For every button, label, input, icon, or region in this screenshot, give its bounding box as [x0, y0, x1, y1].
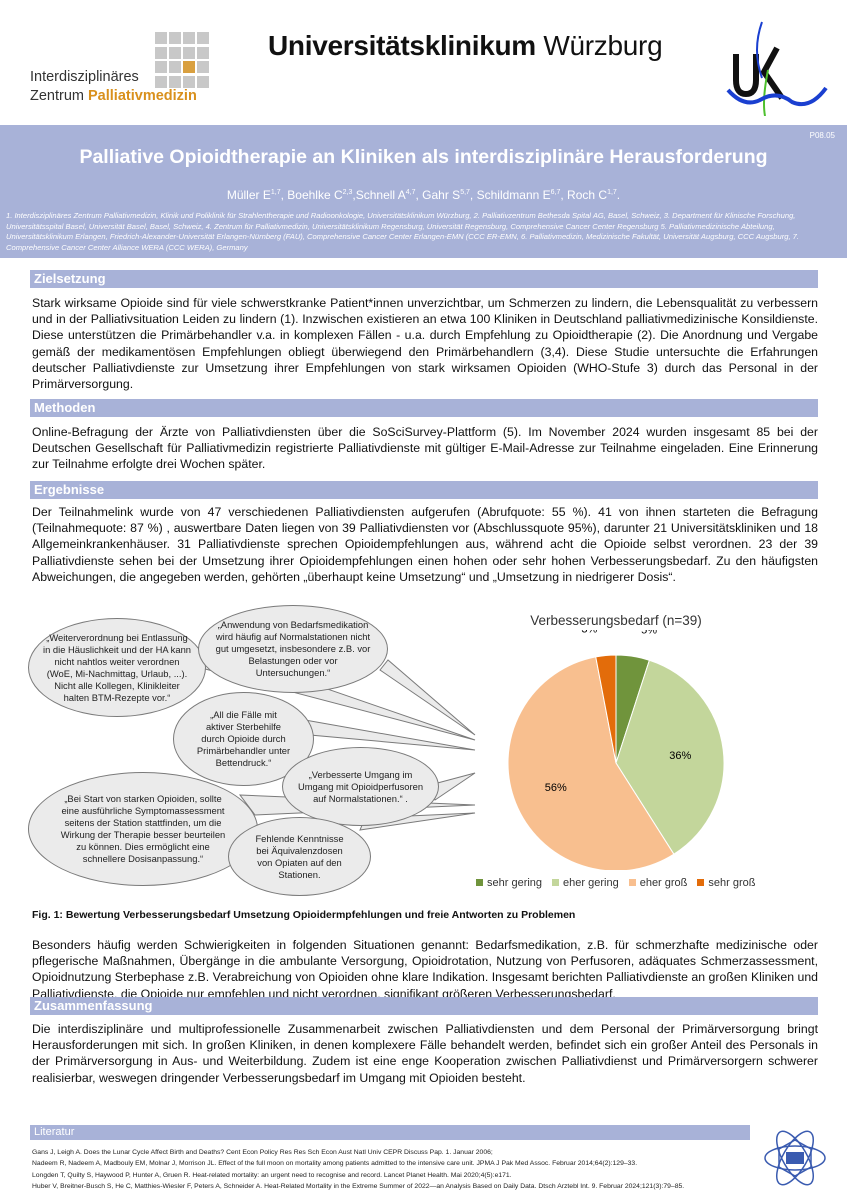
university-bold: Universitätsklinikum	[268, 30, 536, 61]
legend-swatch	[697, 879, 705, 886]
affiliations: 1. Interdisziplinäres Zentrum Palliativm…	[6, 211, 799, 252]
reference-item: Longden T, Quilty S, Haywood P, Hunter A…	[32, 1171, 512, 1179]
ukw-logo-icon	[726, 21, 828, 116]
legend-swatch	[628, 879, 636, 886]
reference-item: Gans J, Leigh A. Does the Lunar Cycle Af…	[32, 1149, 493, 1156]
zusammenfassung-text: Die interdisziplinäre und multiprofessio…	[32, 1022, 818, 1085]
logo-line2a: Zentrum	[30, 88, 89, 104]
section-heading-zusammenfassung: Zusammenfassung	[30, 997, 818, 1015]
author-affiliation-sup: 4,7	[405, 189, 416, 196]
poster-code: P08.05	[809, 131, 835, 140]
methoden-text: Online-Befragung der Ärzte von Palliativ…	[32, 425, 818, 472]
author: Schnell A	[355, 188, 406, 202]
logo-line2b: Palliativmedizin	[88, 88, 197, 104]
pie-slice-eher-groß	[507, 656, 675, 870]
legend-item: sehr gering	[476, 877, 542, 889]
author-affiliation-sup: 5,7	[460, 189, 470, 196]
palliativ-logo-grid	[155, 32, 211, 88]
author-affiliation-sup: 2,3	[342, 189, 353, 196]
palliativ-logo-text: Interdisziplinäres Zentrum Palliativmedi…	[30, 68, 197, 106]
data-label: 36%	[669, 750, 691, 762]
legend-swatch	[552, 879, 560, 886]
author-separator: ,	[352, 188, 356, 202]
authors: Müller E1,7, Boehlke C2,3,Schnell A4,7, …	[0, 188, 847, 202]
author: Müller E	[226, 188, 271, 202]
section-heading-zielsetzung: Zielsetzung	[30, 270, 818, 288]
poster-title: Palliative Opioidtherapie an Kliniken al…	[79, 146, 768, 168]
chart-legend: sehr gering eher gering eher groß sehr groß	[476, 877, 755, 889]
section-heading-ergebnisse: Ergebnisse	[30, 481, 818, 499]
chart-title: Verbesserungsbedarf (n=39)	[530, 613, 702, 628]
legend-swatch	[476, 879, 483, 886]
data-label: 3%	[581, 630, 597, 636]
university-regular: Würzburg	[543, 30, 663, 61]
author: Boehlke C	[287, 188, 343, 202]
pie-slice-eher-gering	[615, 659, 725, 855]
section-heading-methoden: Methoden	[30, 399, 818, 417]
ergebnisse-text-2: Besonders häufig werden Schwierigkeiten …	[32, 938, 818, 1001]
legend-label: sehr groß	[708, 877, 756, 889]
quote-bubble: Fehlende Kenntnisse bei Äquivalenzdosen …	[228, 817, 371, 896]
author-affiliation-sup: 6,7	[550, 189, 561, 196]
author-separator: ,	[560, 188, 568, 202]
pie-slice-sehr-groß	[595, 654, 617, 764]
quote-bubble: „Anwendung von Bedarfsmedikation wird hä…	[198, 605, 388, 693]
quote-bubble: „Weiterverordnung bei Entlassung in die …	[28, 618, 206, 717]
author: Roch C	[567, 188, 608, 202]
title-band: P08.05 Palliative Opioidtherapie an Klin…	[0, 125, 847, 258]
data-label: 5%	[641, 630, 657, 637]
legend-item: eher gering	[552, 877, 619, 889]
legend-label: sehr gering	[487, 877, 543, 889]
quote-bubble: „Verbesserte Umgang im Umgang mit Opioid…	[282, 747, 439, 826]
zielsetzung-text: Stark wirksame Opioide sind für viele sc…	[32, 296, 818, 392]
data-label: 56%	[545, 782, 567, 794]
legend-label: eher gering	[563, 877, 619, 889]
legend-item: sehr groß	[697, 877, 755, 889]
logo-line1: Interdisziplinäres	[30, 69, 139, 85]
pie-chart: 5% 36% 56% 3%	[507, 630, 725, 870]
figure-caption: Fig. 1: Bewertung Verbesserungsbedarf Um…	[32, 909, 576, 921]
author-affiliation-sup: 1,7	[607, 189, 617, 196]
tail-2	[379, 659, 476, 736]
section-heading-literatur: Literatur	[30, 1125, 750, 1140]
quote-bubble: „Bei Start von starken Opioiden, sollte …	[28, 772, 258, 886]
legend-label: eher groß	[639, 877, 688, 889]
ergebnisse-text: Der Teilnahmelink wurde von 47 verschied…	[32, 505, 818, 584]
reference-item: Nadeem R, Nadeem A, Madbouly EM, Molnar …	[32, 1160, 638, 1168]
author-separator: .	[616, 188, 621, 202]
university-name: Universitätsklinikum Würzburg	[268, 30, 663, 62]
legend-item: eher groß	[628, 877, 688, 889]
author-separator: ,	[415, 188, 423, 202]
author: Gahr S	[422, 188, 461, 202]
reference-item: Huber V, Breitner-Busch S, He C, Matthie…	[32, 1182, 685, 1190]
tail-3	[304, 719, 476, 751]
author-affiliation-sup: 1,7	[270, 189, 281, 196]
university-seal-icon	[764, 1130, 826, 1186]
author-separator: ,	[469, 188, 477, 202]
reference-list: Gans J, Leigh A. Does the Lunar Cycle Af…	[32, 1147, 684, 1192]
author-separator: ,	[280, 188, 288, 202]
author: Schildmann E	[476, 188, 551, 202]
